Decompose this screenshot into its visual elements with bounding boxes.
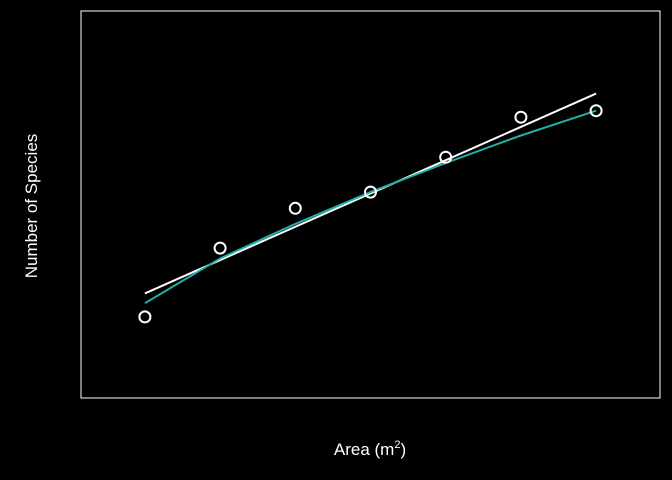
data-point — [589, 104, 603, 118]
x-axis-title-text: Area (m — [334, 440, 394, 459]
y-axis-title: Number of Species — [22, 134, 41, 279]
data-point — [439, 150, 453, 164]
fit-lines — [144, 92, 597, 305]
x-axis-title-superscript: 2 — [394, 439, 400, 451]
curve-fit-line — [144, 109, 597, 305]
x-axis-title: Area (m2) — [334, 439, 406, 459]
data-point — [364, 185, 377, 199]
data-point — [288, 201, 302, 215]
data-point — [213, 241, 227, 255]
data-point — [514, 110, 528, 124]
plot-frame — [80, 10, 661, 399]
linear-fit-line — [144, 92, 597, 295]
data-point — [138, 310, 152, 324]
data-points — [138, 104, 603, 324]
x-axis-title-suffix: ) — [400, 440, 406, 459]
